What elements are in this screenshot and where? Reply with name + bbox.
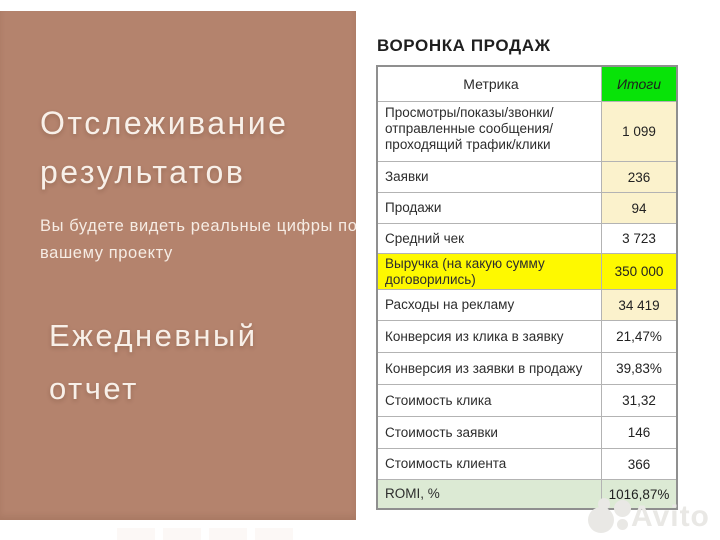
value-cell: 350 000 [601,254,676,289]
value-text: 94 [631,200,647,216]
metric-cell: Конверсия из клика в заявку [378,321,601,352]
value-cell: 146 [601,417,676,448]
slide-subtitle: Вы будете видеть реальные цифры по вашем… [40,217,358,262]
header-metric-label: Метрика [463,76,519,92]
metric-cell: Расходы на рекламу [378,290,601,320]
value-text: 366 [627,456,651,472]
thumbnail [255,528,293,540]
value-cell: 1 099 [601,102,676,161]
metric-label: Выручка (на какую сумму договорились) [385,255,545,287]
table-row: Средний чек 3 723 [378,223,676,253]
table-row: Конверсия из заявки в продажу 39,83% [378,352,676,384]
table-row: Стоимость заявки 146 [378,416,676,448]
metric-label: Стоимость заявки [385,424,498,440]
metric-label: Расходы на рекламу [385,297,515,312]
avito-logo-icon [598,498,610,510]
value-cell: 236 [601,162,676,192]
table-row: Просмотры/показы/звонки/отправленные соо… [378,101,676,161]
sales-funnel-table: Метрика Итоги Просмотры/показы/звонки/от… [376,65,678,510]
metric-cell: ROMI, % [378,480,601,508]
metric-label: Средний чек [385,230,465,246]
avito-logo-icon [588,507,614,533]
value-cell: 94 [601,193,676,223]
metric-cell: Стоимость клика [378,385,601,416]
metric-label: Стоимость клика [385,392,492,408]
value-text: 3 723 [622,231,656,246]
value-cell: 31,32 [601,385,676,416]
header-metric-cell: Метрика [378,67,601,101]
value-text: 236 [627,169,651,185]
left-panel: Отслеживание результатов Вы будете видет… [0,11,357,520]
thumbnail [209,528,247,540]
table-row: Стоимость клика 31,32 [378,384,676,416]
value-cell: 39,83% [601,353,676,384]
metric-label: Конверсия из клика в заявку [385,328,564,344]
avito-watermark-text: Avito [631,500,710,533]
table-row-highlighted: Выручка (на какую сумму договорились) 35… [378,253,676,289]
metric-label: Конверсия из заявки в продажу [385,360,583,376]
value-cell: 34 419 [601,290,676,320]
table-row: Расходы на рекламу 34 419 [378,289,676,320]
metric-label: Стоимость клиента [385,456,507,471]
avito-watermark: Avito [585,495,720,540]
value-cell: 1016,87% [601,480,676,508]
avito-logo-icon [614,500,631,517]
metric-cell: Стоимость заявки [378,417,601,448]
metric-label: ROMI, % [385,486,440,501]
table-header-row: Метрика Итоги [378,67,676,101]
metric-cell: Конверсия из заявки в продажу [378,353,601,384]
value-text: 21,47% [616,329,662,344]
table-row: Конверсия из клика в заявку 21,47% [378,320,676,352]
metric-cell: Заявки [378,162,601,192]
value-text: 34 419 [618,297,660,313]
funnel-table-title: ВОРОНКА ПРОДАЖ [377,36,551,55]
value-text: 1016,87% [608,486,670,502]
avito-logo-icon [617,519,628,530]
header-total-cell: Итоги [601,67,676,101]
value-cell: 3 723 [601,224,676,253]
value-text: 1 099 [622,124,656,139]
value-cell: 21,47% [601,321,676,352]
value-text: 39,83% [616,361,662,376]
metric-cell: Выручка (на какую сумму договорились) [378,254,601,289]
metric-cell: Продажи [378,193,601,223]
table-row: Заявки 236 [378,161,676,192]
thumbnail-strip [117,528,293,540]
metric-label: Заявки [385,169,429,184]
metric-label: Продажи [385,200,442,215]
metric-cell: Стоимость клиента [378,449,601,479]
metric-cell: Средний чек [378,224,601,253]
thumbnail [117,528,155,540]
value-cell: 366 [601,449,676,479]
value-text: 146 [627,425,651,440]
value-text: 350 000 [614,264,664,279]
header-total-label: Итоги [617,76,661,92]
metric-cell: Просмотры/показы/звонки/отправленные соо… [378,102,601,161]
value-text: 31,32 [622,393,656,408]
table-row: Продажи 94 [378,192,676,223]
table-row: Стоимость клиента 366 [378,448,676,479]
thumbnail [163,528,201,540]
daily-report-heading: Ежедневный отчет [49,318,258,406]
slide-title: Отслеживание результатов [40,105,289,190]
table-row-romi: ROMI, % 1016,87% [378,479,676,508]
metric-label: Просмотры/показы/звонки/отправленные соо… [385,105,554,152]
